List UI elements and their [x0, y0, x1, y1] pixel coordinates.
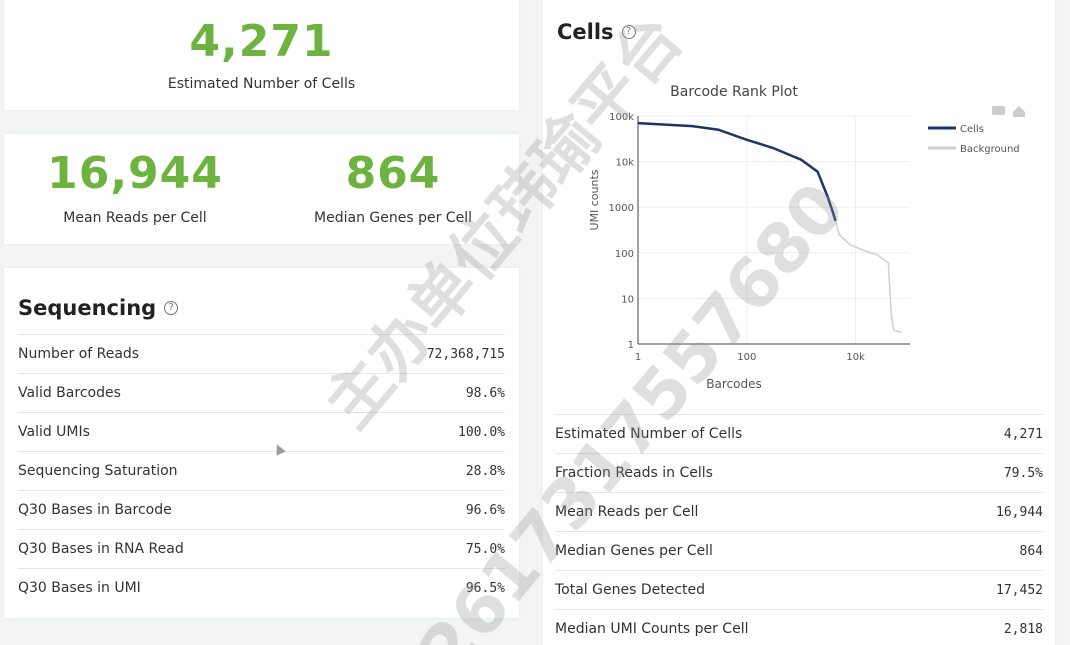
y-tick-label: 10k [615, 158, 634, 169]
chart-title: Barcode Rank Plot [670, 84, 798, 100]
sequencing-row: Q30 Bases in RNA Read 75.0% [18, 529, 505, 568]
y-tick-label: 100 [615, 249, 634, 260]
sequencing-row-value: 96.5% [465, 580, 505, 596]
median-genes-label: Median Genes per Cell [314, 210, 472, 226]
cells-row-value: 2,818 [1003, 621, 1043, 637]
x-tick-label: 100 [737, 352, 756, 363]
x-tick-label: 1 [635, 352, 641, 363]
sequencing-row-label: Q30 Bases in RNA Read [18, 541, 184, 557]
sequencing-table: Number of Reads 72,368,715 Valid Barcodes 9… [18, 334, 505, 607]
sequencing-card: Sequencing ? Number of Reads 72,368,715 Va… [4, 268, 519, 618]
sequencing-row: Q30 Bases in UMI 96.5% [18, 568, 505, 607]
cells-row: Median Genes per Cell 864 [555, 531, 1043, 570]
barcode-rank-plot: Barcode Rank Plot 1 10 100 1000 10k 100k 1 100 10… [588, 84, 1025, 391]
cells-row-label: Total Genes Detected [555, 582, 706, 598]
sequencing-row: Valid UMIs 100.0% [18, 412, 505, 451]
y-tick-label: 10 [621, 294, 634, 305]
sequencing-row-label: Q30 Bases in Barcode [18, 502, 172, 518]
sequencing-row-value: 96.6% [465, 502, 505, 518]
median-genes-block: 864 Median Genes per Cell [262, 148, 524, 227]
sequencing-row: Number of Reads 72,368,715 [18, 334, 505, 373]
cells-title: Cells [557, 20, 614, 44]
estimated-cells-value: 4,271 [189, 16, 334, 67]
cells-row: Estimated Number of Cells 4,271 [555, 414, 1043, 453]
sequencing-title: Sequencing [18, 296, 157, 320]
mean-reads-block: 16,944 Mean Reads per Cell [4, 148, 266, 227]
sequencing-row-label: Valid Barcodes [18, 385, 121, 401]
camera-icon[interactable] [992, 106, 1005, 115]
cells-row-value: 864 [1019, 543, 1043, 559]
y-tick-label: 1000 [609, 203, 634, 214]
sequencing-row-value: 75.0% [465, 541, 505, 557]
mean-reads-value: 16,944 [47, 148, 223, 199]
sequencing-row: Sequencing Saturation 28.8% [18, 451, 505, 490]
cells-header: Cells ? [557, 14, 1041, 50]
sequencing-row-label: Number of Reads [18, 346, 140, 362]
cells-row: Median UMI Counts per Cell 2,818 [555, 609, 1043, 645]
cells-row-value: 17,452 [996, 582, 1043, 598]
cells-row-label: Median Genes per Cell [555, 543, 713, 559]
sequencing-row-label: Valid UMIs [18, 424, 90, 440]
cells-row-label: Fraction Reads in Cells [555, 465, 713, 481]
sequencing-row: Q30 Bases in Barcode 96.6% [18, 490, 505, 529]
cells-help-icon[interactable]: ? [621, 25, 636, 39]
cells-row: Mean Reads per Cell 16,944 [555, 492, 1043, 531]
sequencing-header: Sequencing ? [18, 282, 505, 334]
series-line-cells [637, 121, 837, 222]
sequencing-help-icon[interactable]: ? [164, 301, 179, 315]
cells-row-label: Estimated Number of Cells [555, 426, 743, 442]
home-icon[interactable] [1013, 106, 1025, 117]
sequencing-row-value: 98.6% [465, 385, 505, 401]
x-tick-label: 10k [846, 352, 865, 363]
cells-row-value: 79.5% [1003, 465, 1043, 481]
sequencing-row-value: 100.0% [458, 424, 505, 440]
reads-genes-card: 16,944 Mean Reads per Cell 864 Median Ge… [4, 134, 519, 244]
cells-row-value: 4,271 [1003, 426, 1043, 442]
sequencing-row-label: Q30 Bases in UMI [18, 580, 141, 596]
mean-reads-label: Mean Reads per Cell [63, 210, 207, 226]
cells-table: Estimated Number of Cells 4,271 Fraction R… [555, 414, 1043, 645]
y-axis-label: UMI counts [588, 169, 601, 230]
sequencing-row-value: 72,368,715 [426, 346, 505, 362]
y-tick-label: 1 [628, 340, 634, 351]
x-axis-label: Barcodes [706, 377, 761, 391]
cells-card: Cells ? Barcode Rank Plot 1 10 100 1000 10k 10… [543, 0, 1055, 645]
sequencing-row: Valid Barcodes 98.6% [18, 373, 505, 412]
legend-label: Cells [960, 124, 984, 135]
estimated-cells-label: Estimated Number of Cells [167, 76, 356, 92]
sequencing-row-label: Sequencing Saturation [18, 463, 178, 479]
legend-label: Background [960, 144, 1020, 155]
series-line-background [834, 220, 902, 334]
y-tick-label: 100k [609, 112, 634, 123]
cells-row: Total Genes Detected 17,452 [555, 570, 1043, 609]
median-genes-value: 864 [345, 148, 441, 199]
sequencing-row-value: 28.8% [465, 463, 505, 479]
estimated-cells-card: 4,271 Estimated Number of Cells [4, 0, 519, 110]
cells-row-label: Mean Reads per Cell [555, 504, 699, 520]
cells-row: Fraction Reads in Cells 79.5% [555, 453, 1043, 492]
cells-row-label: Median UMI Counts per Cell [555, 621, 749, 637]
cells-row-value: 16,944 [996, 504, 1043, 520]
